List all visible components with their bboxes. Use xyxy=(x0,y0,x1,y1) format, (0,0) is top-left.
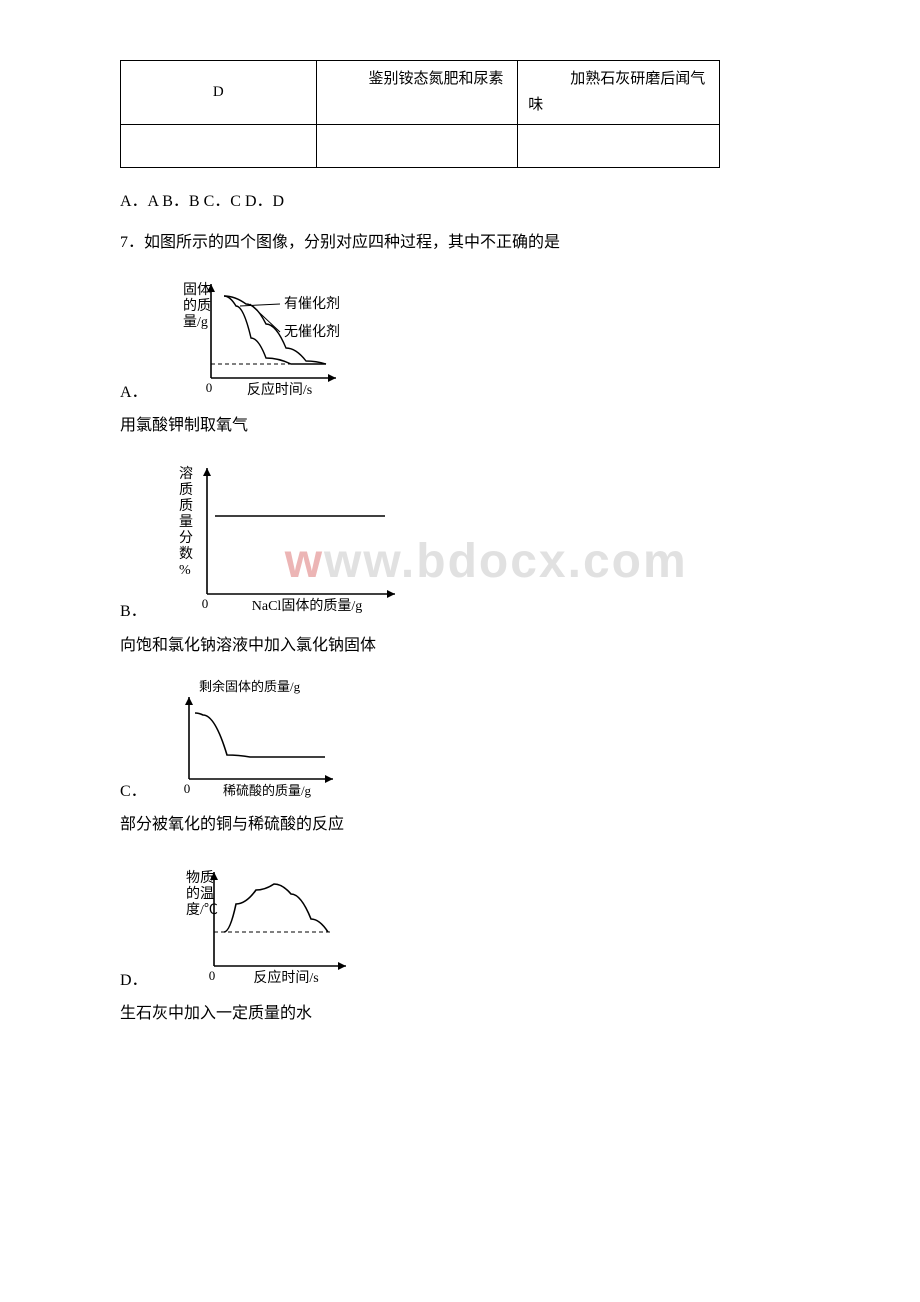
option-b-letter: B． xyxy=(120,598,147,625)
svg-text:无催化剂: 无催化剂 xyxy=(284,324,340,340)
cell-label: D xyxy=(121,61,317,125)
option-c-caption: 部分被氧化的铜与稀硫酸的反应 xyxy=(120,811,840,838)
option-c-block: C． 0 剩余固体的质量/g 稀硫酸的质量/g xyxy=(120,675,840,805)
svg-text:量: 量 xyxy=(179,514,193,530)
cell-method: 加熟石灰研磨后闻气味 xyxy=(518,61,720,125)
svg-text:0: 0 xyxy=(205,380,212,395)
chart-d: 0 物质的温度/℃ 反应时间/s xyxy=(156,854,366,994)
q7-number: 7． xyxy=(120,234,144,251)
svg-text:的温: 的温 xyxy=(186,886,214,902)
question-7: 7．如图所示的四个图像，分别对应四种过程，其中不正确的是 xyxy=(120,229,840,256)
svg-text:质: 质 xyxy=(179,498,193,514)
option-b-caption: 向饱和氯化钠溶液中加入氯化钠固体 xyxy=(120,632,840,659)
empty-cell xyxy=(316,125,518,168)
svg-text:数: 数 xyxy=(179,546,193,562)
option-a-caption: 用氯酸钾制取氧气 xyxy=(120,412,840,439)
svg-text:量/g: 量/g xyxy=(183,314,208,330)
svg-text:质: 质 xyxy=(179,482,193,498)
empty-cell xyxy=(518,125,720,168)
answer-b: B．B xyxy=(162,193,199,210)
option-a-letter: A． xyxy=(120,379,148,406)
svg-text:的质: 的质 xyxy=(183,298,211,314)
svg-text:0: 0 xyxy=(183,781,190,796)
svg-text:稀硫酸的质量/g: 稀硫酸的质量/g xyxy=(223,783,312,798)
answer-d: D．D xyxy=(245,193,284,210)
svg-text:反应时间/s: 反应时间/s xyxy=(253,969,318,986)
answer-c: C．C xyxy=(204,193,241,210)
svg-text:分: 分 xyxy=(179,530,193,546)
option-d-caption: 生石灰中加入一定质量的水 xyxy=(120,1000,840,1027)
answer-options: A．A B．B C．C D．D xyxy=(120,188,840,215)
svg-text:0: 0 xyxy=(201,596,208,611)
cell-purpose: 鉴别铵态氮肥和尿素 xyxy=(316,61,518,125)
svg-text:度/℃: 度/℃ xyxy=(186,902,218,918)
svg-text:反应时间/s: 反应时间/s xyxy=(246,381,311,398)
chart-c: 0 剩余固体的质量/g 稀硫酸的质量/g xyxy=(155,675,355,805)
svg-text:NaCl固体的质量/g: NaCl固体的质量/g xyxy=(251,598,361,614)
option-d-letter: D． xyxy=(120,967,148,994)
cell-purpose-text: 鉴别铵态氮肥和尿素 xyxy=(327,67,508,93)
cell-method-text: 加熟石灰研磨后闻气味 xyxy=(528,67,709,118)
experiment-table: D 鉴别铵态氮肥和尿素 加熟石灰研磨后闻气味 xyxy=(120,60,720,168)
svg-text:剩余固体的质量/g: 剩余固体的质量/g xyxy=(199,679,301,694)
svg-text:物质: 物质 xyxy=(186,870,214,886)
chart-a: 0 固体的质量/g 反应时间/s 有催化剂无催化剂 xyxy=(156,266,356,406)
svg-text:%: % xyxy=(179,563,191,578)
svg-text:有催化剂: 有催化剂 xyxy=(284,296,340,312)
svg-text:溶: 溶 xyxy=(179,466,193,482)
svg-text:固体: 固体 xyxy=(183,282,211,298)
q7-text: 如图所示的四个图像，分别对应四种过程，其中不正确的是 xyxy=(144,234,560,251)
chart-b: 0溶质质量分数%NaCl固体的质量/g www.bdocx.com xyxy=(155,456,415,626)
option-c-letter: C． xyxy=(120,778,147,805)
answer-a: A．A xyxy=(120,193,158,210)
table-row: D 鉴别铵态氮肥和尿素 加熟石灰研磨后闻气味 xyxy=(121,61,720,125)
empty-cell xyxy=(121,125,317,168)
option-b-block: B． 0溶质质量分数%NaCl固体的质量/g www.bdocx.com xyxy=(120,456,840,626)
option-a-block: A． 0 固体的质量/g 反应时间/s 有催化剂无催化剂 xyxy=(120,266,840,406)
option-d-block: D． 0 物质的温度/℃ 反应时间/s xyxy=(120,854,840,994)
table-row xyxy=(121,125,720,168)
svg-text:0: 0 xyxy=(208,968,215,983)
